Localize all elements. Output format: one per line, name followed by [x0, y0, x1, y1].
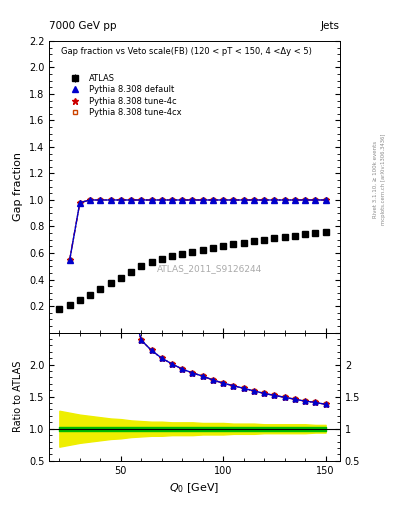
Pythia 8.308 tune-4cx — [221, 197, 226, 203]
Pythia 8.308 tune-4cx — [231, 197, 236, 203]
Line: Pythia 8.308 tune-4cx: Pythia 8.308 tune-4cx — [67, 198, 328, 263]
Pythia 8.308 tune-4cx — [282, 197, 287, 203]
Pythia 8.308 tune-4c — [262, 197, 266, 203]
Pythia 8.308 tune-4c — [180, 197, 185, 203]
Pythia 8.308 tune-4c — [108, 197, 113, 203]
Legend: ATLAS, Pythia 8.308 default, Pythia 8.308 tune-4c, Pythia 8.308 tune-4cx: ATLAS, Pythia 8.308 default, Pythia 8.30… — [62, 71, 184, 120]
Line: Pythia 8.308 default: Pythia 8.308 default — [67, 197, 329, 263]
Pythia 8.308 default — [211, 197, 215, 203]
Line: Pythia 8.308 tune-4c: Pythia 8.308 tune-4c — [66, 197, 329, 264]
Pythia 8.308 tune-4c — [98, 197, 103, 203]
Text: mcplots.cern.ch [arXiv:1306.3436]: mcplots.cern.ch [arXiv:1306.3436] — [381, 134, 386, 225]
Pythia 8.308 tune-4c — [129, 197, 133, 203]
Pythia 8.308 tune-4c — [211, 197, 215, 203]
Pythia 8.308 tune-4c — [313, 197, 318, 203]
Pythia 8.308 tune-4c — [170, 197, 174, 203]
Pythia 8.308 default — [303, 197, 307, 203]
Pythia 8.308 default — [252, 197, 256, 203]
Pythia 8.308 default — [323, 197, 328, 203]
Pythia 8.308 tune-4c — [221, 197, 226, 203]
Pythia 8.308 tune-4cx — [241, 197, 246, 203]
Pythia 8.308 default — [160, 197, 164, 203]
Pythia 8.308 tune-4c — [282, 197, 287, 203]
Pythia 8.308 tune-4cx — [129, 197, 133, 203]
Pythia 8.308 tune-4cx — [67, 257, 72, 263]
Text: Rivet 3.1.10, ≥ 100k events: Rivet 3.1.10, ≥ 100k events — [373, 141, 378, 218]
X-axis label: $Q_0$ [GeV]: $Q_0$ [GeV] — [169, 481, 220, 495]
Text: Jets: Jets — [321, 20, 340, 31]
Pythia 8.308 default — [200, 197, 205, 203]
Pythia 8.308 tune-4cx — [108, 197, 113, 203]
Pythia 8.308 default — [313, 197, 318, 203]
Pythia 8.308 default — [262, 197, 266, 203]
Pythia 8.308 default — [149, 197, 154, 203]
Pythia 8.308 default — [241, 197, 246, 203]
Pythia 8.308 default — [98, 197, 103, 203]
Pythia 8.308 tune-4c — [252, 197, 256, 203]
Pythia 8.308 default — [231, 197, 236, 203]
Pythia 8.308 tune-4cx — [118, 197, 123, 203]
Pythia 8.308 default — [180, 197, 185, 203]
Pythia 8.308 default — [139, 197, 144, 203]
Pythia 8.308 tune-4cx — [98, 197, 103, 203]
Pythia 8.308 default — [118, 197, 123, 203]
Pythia 8.308 default — [292, 197, 297, 203]
Pythia 8.308 default — [67, 257, 72, 263]
Pythia 8.308 tune-4c — [67, 257, 72, 263]
Pythia 8.308 tune-4cx — [200, 197, 205, 203]
Text: Gap fraction vs Veto scale(FB) (120 < pT < 150, 4 <Δy < 5): Gap fraction vs Veto scale(FB) (120 < pT… — [61, 47, 312, 56]
Pythia 8.308 tune-4cx — [303, 197, 307, 203]
Pythia 8.308 tune-4cx — [211, 197, 215, 203]
Pythia 8.308 tune-4c — [241, 197, 246, 203]
Pythia 8.308 tune-4cx — [88, 197, 92, 203]
Pythia 8.308 tune-4cx — [170, 197, 174, 203]
Pythia 8.308 default — [88, 197, 92, 203]
Pythia 8.308 default — [190, 197, 195, 203]
Pythia 8.308 tune-4cx — [139, 197, 144, 203]
Pythia 8.308 tune-4cx — [190, 197, 195, 203]
Pythia 8.308 tune-4c — [118, 197, 123, 203]
Pythia 8.308 tune-4c — [200, 197, 205, 203]
Pythia 8.308 tune-4cx — [272, 197, 277, 203]
Pythia 8.308 tune-4cx — [77, 200, 82, 206]
Pythia 8.308 tune-4c — [88, 197, 92, 203]
Pythia 8.308 tune-4c — [77, 200, 82, 206]
Y-axis label: Ratio to ATLAS: Ratio to ATLAS — [13, 361, 23, 432]
Pythia 8.308 tune-4cx — [160, 197, 164, 203]
Text: ATLAS_2011_S9126244: ATLAS_2011_S9126244 — [156, 264, 262, 273]
Pythia 8.308 default — [170, 197, 174, 203]
Pythia 8.308 tune-4c — [139, 197, 144, 203]
Pythia 8.308 default — [108, 197, 113, 203]
Pythia 8.308 tune-4c — [292, 197, 297, 203]
Y-axis label: Gap fraction: Gap fraction — [13, 152, 23, 221]
Pythia 8.308 tune-4c — [303, 197, 307, 203]
Pythia 8.308 tune-4cx — [252, 197, 256, 203]
Pythia 8.308 tune-4cx — [323, 197, 328, 203]
Pythia 8.308 tune-4cx — [292, 197, 297, 203]
Pythia 8.308 default — [129, 197, 133, 203]
Pythia 8.308 default — [272, 197, 277, 203]
Pythia 8.308 default — [282, 197, 287, 203]
Text: 7000 GeV pp: 7000 GeV pp — [49, 20, 117, 31]
Pythia 8.308 tune-4cx — [313, 197, 318, 203]
Pythia 8.308 default — [221, 197, 226, 203]
Pythia 8.308 default — [77, 200, 82, 206]
Pythia 8.308 tune-4c — [231, 197, 236, 203]
Pythia 8.308 tune-4c — [272, 197, 277, 203]
Pythia 8.308 tune-4cx — [149, 197, 154, 203]
Pythia 8.308 tune-4c — [190, 197, 195, 203]
Pythia 8.308 tune-4cx — [180, 197, 185, 203]
Pythia 8.308 tune-4c — [323, 197, 328, 203]
Pythia 8.308 tune-4cx — [262, 197, 266, 203]
Pythia 8.308 tune-4c — [149, 197, 154, 203]
Pythia 8.308 tune-4c — [160, 197, 164, 203]
